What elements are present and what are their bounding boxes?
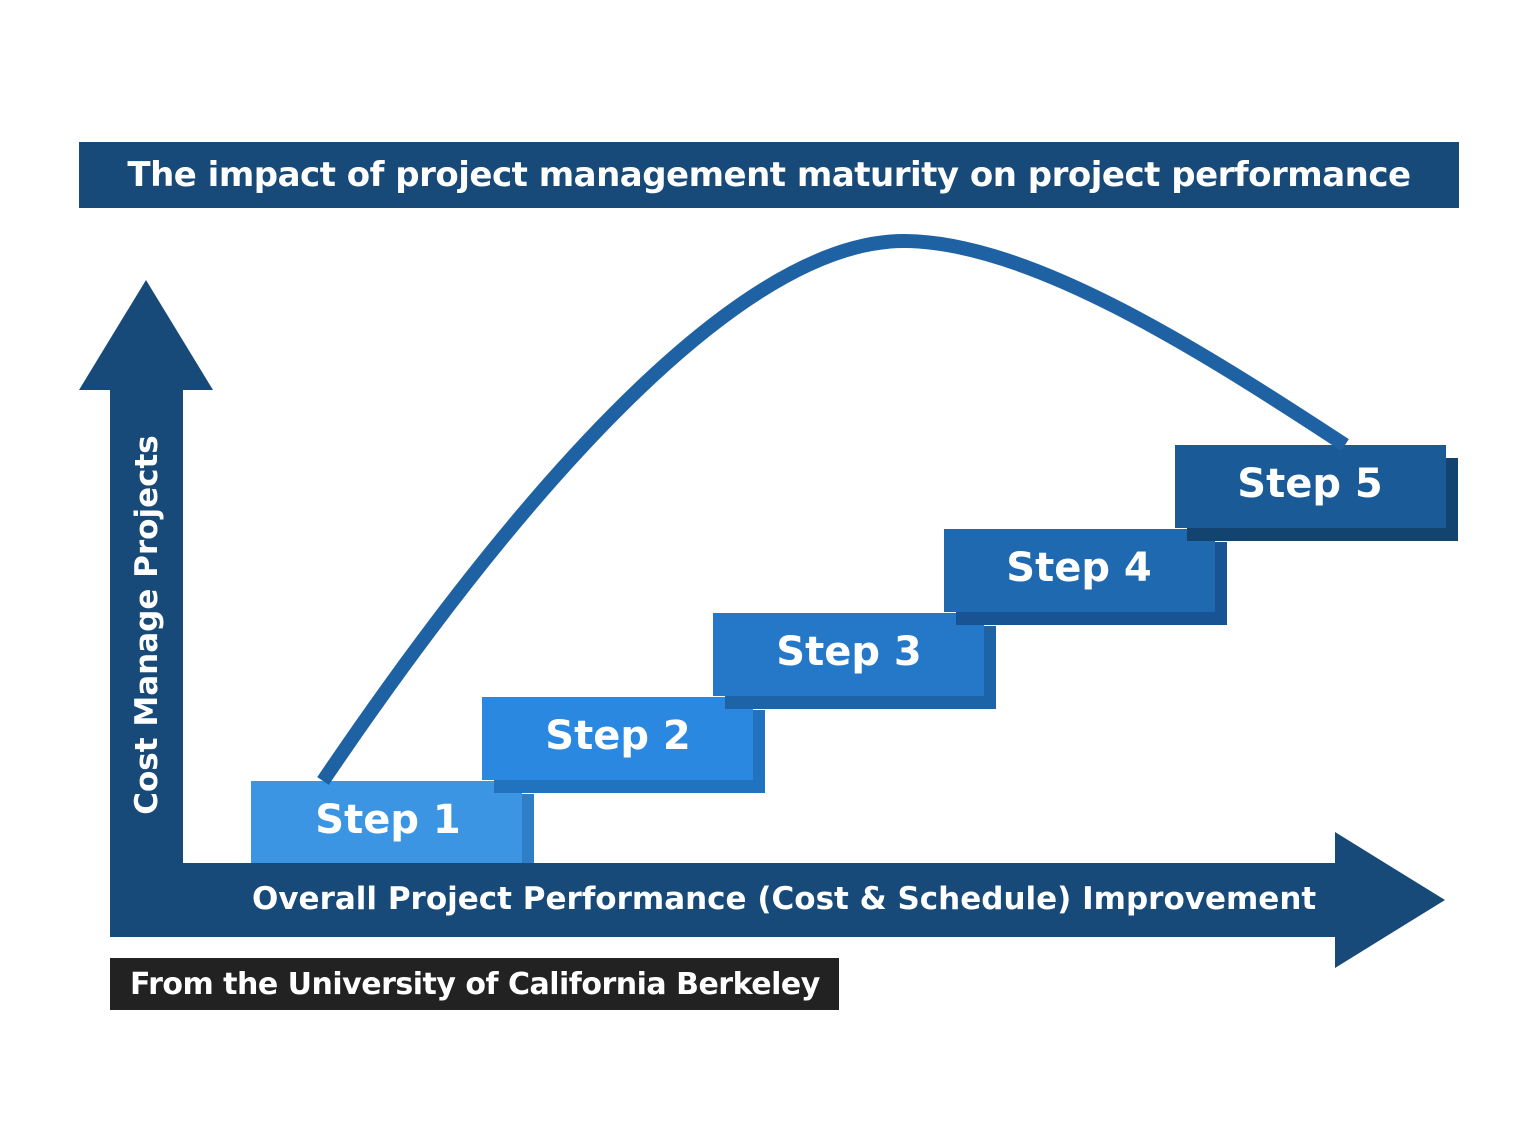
y-axis-label: Cost Manage Projects xyxy=(129,435,165,815)
y-axis-arrow xyxy=(79,280,213,935)
title-banner: The impact of project management maturit… xyxy=(79,142,1459,208)
step-2-block xyxy=(482,697,753,780)
performance-curve xyxy=(317,233,1349,785)
step-5-block xyxy=(1175,445,1446,528)
x-axis-label: Overall Project Performance (Cost & Sche… xyxy=(252,881,1317,917)
source-box: From the University of California Berkel… xyxy=(110,958,839,1010)
step-3-label: Step 3 xyxy=(776,629,922,675)
step-1-block xyxy=(251,781,522,863)
step-2-label: Step 2 xyxy=(545,713,691,759)
step-4-label: Step 4 xyxy=(1006,545,1152,591)
step-4-block xyxy=(944,529,1215,612)
diagram-title: The impact of project management maturit… xyxy=(127,155,1411,195)
step-1-label: Step 1 xyxy=(315,797,461,843)
step-5-label: Step 5 xyxy=(1237,461,1383,507)
step-3-block xyxy=(713,613,984,696)
source-text: From the University of California Berkel… xyxy=(130,966,820,1002)
x-axis-arrow xyxy=(110,832,1445,968)
